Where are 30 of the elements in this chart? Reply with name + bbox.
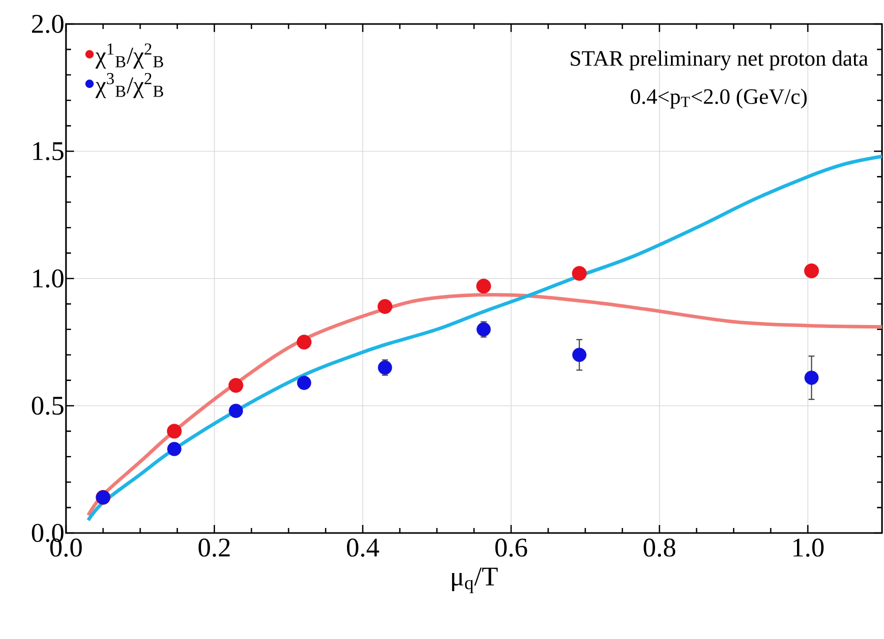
point <box>476 278 492 294</box>
x-tick-label: 0.8 <box>644 538 676 557</box>
legend-label: χ$^{1}$$_{B}$/χ$^{2}$B <box>95 43 164 69</box>
point <box>804 370 819 385</box>
line-series <box>86 293 882 517</box>
point <box>378 360 392 375</box>
point <box>297 376 312 390</box>
y-tick-label: 0.5 <box>32 396 64 415</box>
point <box>378 299 392 314</box>
point <box>228 378 244 393</box>
point <box>804 263 819 278</box>
y-tick-label: 1.0 <box>33 269 64 288</box>
point <box>296 334 312 350</box>
y-tick-label: 2.0 <box>32 14 64 34</box>
x-tick-label: 1.0 <box>793 538 824 557</box>
point <box>167 442 182 456</box>
annotation: STAR preliminary net proton data <box>570 50 868 70</box>
annotation: 0.4<p$_{T}$<2.0 (GeV/c) <box>630 88 807 108</box>
y-tick-label: 1.5 <box>33 142 64 160</box>
x-tick-label: 0.6 <box>495 538 528 557</box>
point <box>166 424 182 439</box>
point <box>476 322 491 336</box>
legend-label: χ$^{3}$$_{B}$/χ$^{2}$B <box>95 73 164 98</box>
point <box>228 404 243 418</box>
line-series <box>86 154 882 522</box>
point <box>572 266 587 281</box>
x-axis-title: μ$_{q}$/T <box>452 568 498 594</box>
x-tick-label: 0.2 <box>198 538 230 557</box>
x-tick-label: 0.4 <box>346 538 380 557</box>
point <box>572 348 586 362</box>
